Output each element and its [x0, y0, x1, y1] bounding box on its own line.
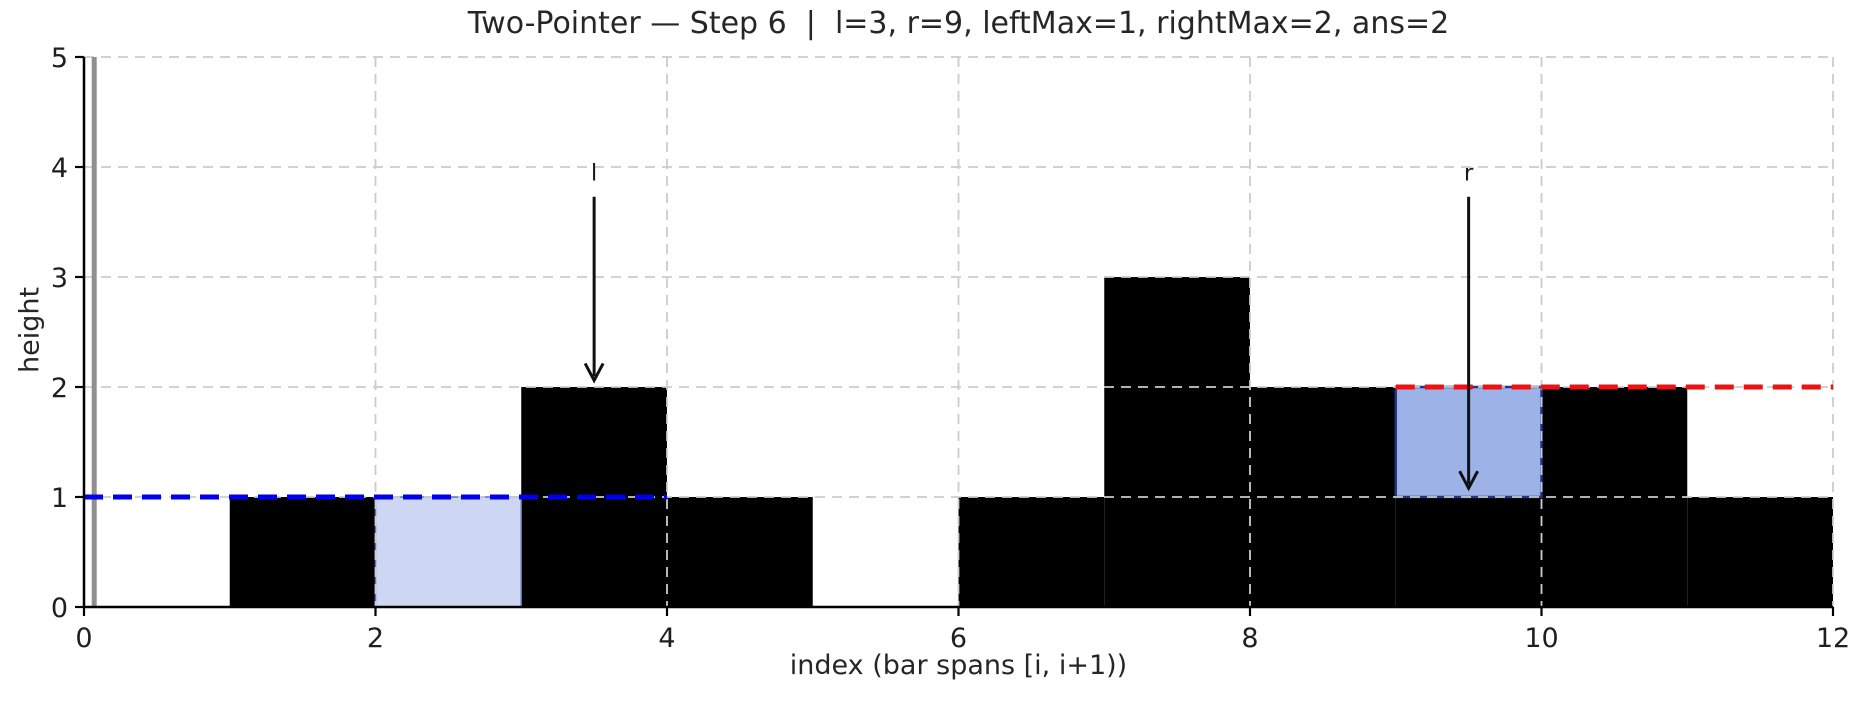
- y-tick-label-1: 1: [51, 483, 68, 514]
- x-tick-label-2: 2: [367, 623, 384, 654]
- height-bar-6: [958, 497, 1105, 607]
- y-tick-label-3: 3: [51, 263, 68, 294]
- y-tick-label-4: 4: [51, 153, 68, 184]
- x-tick-label-8: 8: [1241, 623, 1258, 654]
- x-axis-label: index (bar spans [i, i+1)): [789, 650, 1128, 681]
- pointer-arrowhead-l: [583, 362, 605, 384]
- pointer-label-r: r: [1464, 161, 1474, 187]
- x-tick-label-6: 6: [950, 623, 967, 654]
- chart-title: Two-Pointer — Step 6 | l=3, r=9, leftMax…: [467, 6, 1450, 41]
- y-tick-label-2: 2: [51, 373, 68, 404]
- y-tick-label-0: 0: [51, 593, 68, 624]
- height-bar-9: [1395, 497, 1542, 607]
- height-bar-8: [1250, 387, 1396, 607]
- water-cell-2: [374, 496, 522, 608]
- x-tick-label-0: 0: [75, 623, 92, 654]
- y-axis-label: height: [14, 286, 46, 374]
- y-tick-label-5: 5: [51, 43, 68, 74]
- height-bar-11: [1687, 497, 1833, 607]
- pointer-label-l: l: [591, 161, 597, 187]
- height-bar-1: [229, 497, 376, 607]
- height-bar-4: [667, 497, 813, 607]
- x-tick-label-10: 10: [1524, 623, 1558, 654]
- pointer-arrowhead-r: [1458, 470, 1479, 492]
- x-tick-label-4: 4: [658, 623, 675, 654]
- height-bar-7: [1104, 277, 1250, 607]
- x-tick-label-12: 12: [1816, 623, 1850, 654]
